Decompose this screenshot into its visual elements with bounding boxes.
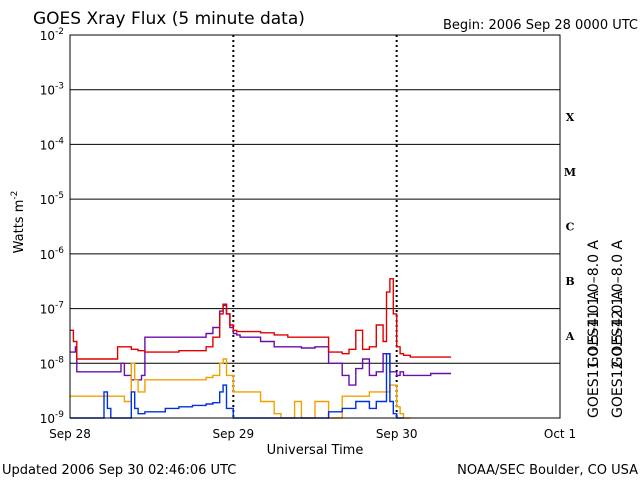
begin-date: Begin: 2006 Sep 28 0000 UTC <box>443 18 638 33</box>
y-tick-label: 10-6 <box>40 246 65 262</box>
credit-text: NOAA/SEC Boulder, CO USA <box>457 463 638 478</box>
plot-grid <box>70 35 560 418</box>
series-layer <box>70 278 452 419</box>
series-line-2 <box>70 358 411 419</box>
y-axis-label-group: Watts m-2 <box>10 191 27 254</box>
x-tick-label: Sep 30 <box>376 427 418 441</box>
flare-class-X: X <box>566 111 575 124</box>
legend-goes12-long: GOES12 1.0–8.0 A <box>610 240 626 368</box>
x-axis-label: Universal Time <box>267 443 364 458</box>
x-tick-labels: Sep 28 Sep 29 Sep 30 Oct 1 <box>49 427 576 441</box>
legend-label-0: GOES11 1.0–8.0 A <box>586 240 602 368</box>
chart-title: GOES Xray Flux (5 minute data) <box>33 9 305 29</box>
legend-label-2: GOES11 0.5–4.0 A <box>586 290 602 418</box>
flare-class-labels: A B C M X <box>564 111 576 343</box>
legend-label-1: GOES12 1.0–8.0 A <box>610 240 626 368</box>
legend-goes11-short: GOES11 0.5–4.0 A <box>586 290 602 418</box>
legend-goes11-long: GOES11 1.0–8.0 A <box>586 240 602 368</box>
x-tick-label: Sep 28 <box>49 427 91 441</box>
updated-timestamp: Updated 2006 Sep 30 02:46:06 UTC <box>2 463 236 478</box>
flare-class-B: B <box>565 275 574 288</box>
y-tick-label: 10-9 <box>40 410 65 426</box>
flare-class-A: A <box>565 330 575 343</box>
y-tick-label: 10-4 <box>40 136 65 152</box>
legend-goes12-short: GOES12 0.5–4.0 A <box>610 290 626 418</box>
y-tick-label: 10-8 <box>40 355 65 371</box>
y-tick-label: 10-5 <box>40 191 64 207</box>
y-tick-label: 10-7 <box>40 301 64 317</box>
legend-label-3: GOES12 0.5–4.0 A <box>610 290 626 418</box>
flare-class-M: M <box>564 166 576 179</box>
series-line-0 <box>70 304 452 386</box>
x-tick-label: Oct 1 <box>544 427 576 441</box>
y-axis-label-exp: -2 <box>10 191 20 200</box>
y-axis-label: Watts m-2 <box>10 191 27 254</box>
y-tick-labels: 10-9 10-8 10-7 10-6 10-5 10-4 10-3 10-2 <box>40 27 65 426</box>
y-tick-label: 10-2 <box>40 27 64 43</box>
flare-class-C: C <box>566 221 575 234</box>
x-tick-label: Sep 29 <box>212 427 254 441</box>
series-line-1 <box>70 278 452 360</box>
plot-frame <box>69 34 561 419</box>
y-axis-label-base: Watts m <box>12 200 27 254</box>
y-tick-label: 10-3 <box>40 82 64 98</box>
